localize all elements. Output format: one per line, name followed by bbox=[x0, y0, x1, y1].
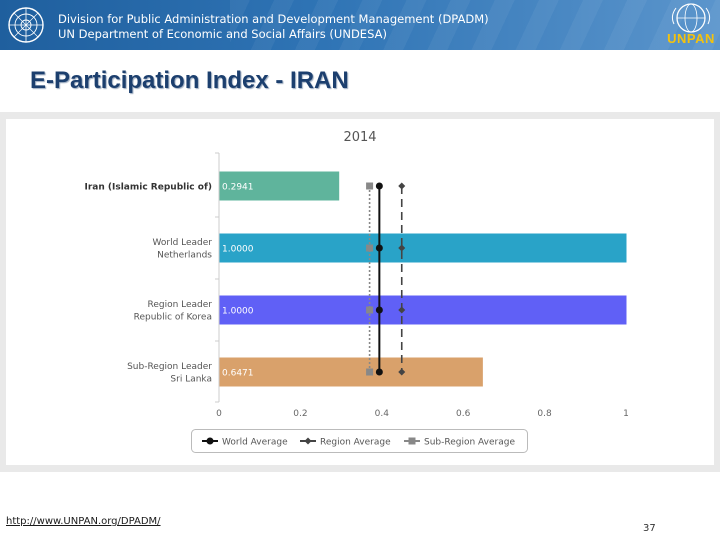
category-label-1-0: World Leader bbox=[152, 238, 212, 248]
category-label-2-1: Republic of Korea bbox=[134, 313, 212, 323]
footer-link[interactable]: http://www.UNPAN.org/DPADM/ bbox=[6, 516, 161, 527]
bar-value-label-1: 1.0000 bbox=[222, 245, 254, 255]
bar-0 bbox=[219, 171, 340, 201]
legend-label-1: Region Average bbox=[320, 438, 391, 448]
reference-marker-2-0 bbox=[366, 182, 374, 190]
category-label-3-0: Sub-Region Leader bbox=[127, 362, 212, 372]
un-emblem-icon bbox=[8, 7, 44, 43]
reference-marker-1-1 bbox=[398, 244, 406, 252]
reference-marker-0-0 bbox=[375, 182, 383, 190]
category-label-2-0: Region Leader bbox=[147, 300, 212, 310]
bar-value-label-3: 0.6471 bbox=[222, 369, 254, 379]
legend-marker-2 bbox=[408, 437, 416, 445]
chart-panel: 2014 0.2941 Iran (Islamic Republic of) 1.00… bbox=[6, 119, 714, 465]
category-label-1-1: Netherlands bbox=[157, 251, 212, 261]
chart-title: 2014 bbox=[343, 130, 376, 145]
bar-1 bbox=[219, 233, 627, 263]
bar-value-label-0: 0.2941 bbox=[222, 183, 254, 193]
x-tick-label-1: 0.2 bbox=[293, 409, 307, 419]
x-tick-label-2: 0.4 bbox=[375, 409, 390, 419]
header-line-1: Division for Public Administration and D… bbox=[58, 12, 489, 26]
page-number: 37 bbox=[643, 523, 656, 534]
legend-label-2: Sub-Region Average bbox=[424, 438, 515, 448]
reference-marker-0-1 bbox=[375, 244, 383, 252]
reference-marker-0-3 bbox=[375, 368, 383, 376]
category-label-0-0: Iran (Islamic Republic of) bbox=[85, 183, 213, 193]
reference-marker-2-2 bbox=[366, 306, 374, 314]
reference-marker-1-3 bbox=[398, 368, 406, 376]
unpan-globe-icon bbox=[671, 3, 711, 33]
x-tick-label-3: 0.6 bbox=[456, 409, 471, 419]
header-line-2: UN Department of Economic and Social Aff… bbox=[58, 27, 387, 41]
slide-title: E-Participation Index - IRAN bbox=[30, 67, 349, 94]
x-tick-label-5: 1 bbox=[623, 409, 629, 419]
header-banner: Division for Public Administration and D… bbox=[0, 0, 720, 50]
legend-label-0: World Average bbox=[222, 438, 288, 448]
reference-marker-1-2 bbox=[398, 306, 406, 314]
bar-2 bbox=[219, 295, 627, 325]
legend-marker-1 bbox=[304, 437, 312, 445]
reference-marker-0-2 bbox=[375, 306, 383, 314]
x-tick-label-4: 0.8 bbox=[537, 409, 552, 419]
bar-value-label-2: 1.0000 bbox=[222, 307, 254, 317]
unpan-logo-text: UNPAN bbox=[667, 31, 715, 46]
category-label-3-1: Sri Lanka bbox=[170, 375, 212, 385]
legend-box bbox=[191, 429, 528, 453]
bar-3 bbox=[219, 357, 483, 387]
x-tick-label-0: 0 bbox=[216, 409, 222, 419]
reference-marker-1-0 bbox=[398, 182, 406, 190]
legend-marker-0 bbox=[206, 437, 214, 445]
reference-marker-2-3 bbox=[366, 368, 374, 376]
e-participation-chart: 2014 0.2941 Iran (Islamic Republic of) 1.00… bbox=[85, 130, 629, 453]
reference-marker-2-1 bbox=[366, 244, 374, 252]
banner-decoration bbox=[230, 0, 720, 50]
